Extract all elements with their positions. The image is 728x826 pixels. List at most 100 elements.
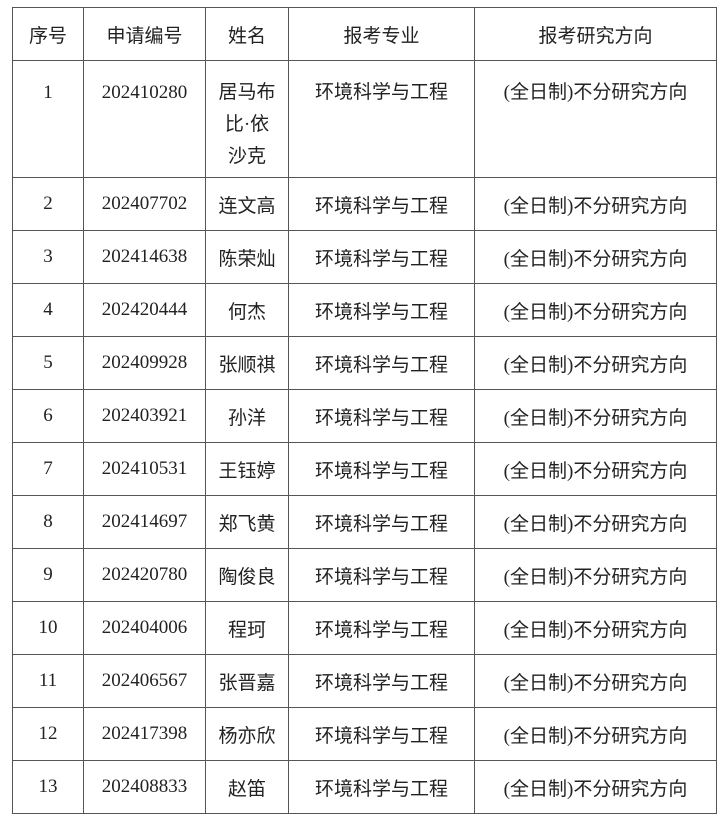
cell-text: 202420780 (101, 564, 188, 585)
cell-major: 环境科学与工程 (288, 707, 475, 761)
cell-text: 环境科学与工程 (314, 301, 448, 323)
cell-text: 202420444 (101, 299, 188, 320)
cell-id: 202408833 (83, 760, 206, 814)
cell-id: 202406567 (83, 654, 206, 708)
cell-name: 何杰 (205, 283, 289, 337)
cell-text: 202414697 (101, 511, 188, 532)
cell-name: 杨亦欣 (205, 707, 289, 761)
cell-id: 202410531 (83, 442, 206, 496)
cell-text: 环境科学与工程 (314, 513, 448, 535)
cell-text: 202408833 (101, 776, 188, 797)
cell-major: 环境科学与工程 (288, 230, 475, 284)
cell-direction: (全日制)不分研究方向 (474, 283, 717, 337)
cell-text: 6 (43, 405, 53, 426)
cell-text: 5 (43, 352, 53, 373)
cell-text: (全日制)不分研究方向 (503, 354, 688, 376)
cell-no: 8 (12, 495, 84, 549)
header-row: 序号 申请编号 姓名 报考专业 报考研究方向 (12, 7, 717, 61)
cell-id: 202414638 (83, 230, 206, 284)
cell-direction: (全日制)不分研究方向 (474, 60, 717, 178)
cell-id: 202407702 (83, 177, 206, 231)
cell-direction: (全日制)不分研究方向 (474, 495, 717, 549)
cell-direction: (全日制)不分研究方向 (474, 654, 717, 708)
cell-text: 7 (43, 458, 53, 479)
cell-no: 12 (12, 707, 84, 761)
cell-text: 11 (38, 670, 58, 691)
cell-text: (全日制)不分研究方向 (503, 725, 688, 747)
cell-name: 连文高 (205, 177, 289, 231)
cell-id: 202417398 (83, 707, 206, 761)
cell-text: 王钰婷 (218, 460, 276, 482)
admission-table: 序号 申请编号 姓名 报考专业 报考研究方向 1 202410280 居马布比·依沙… (12, 7, 717, 814)
cell-direction: (全日制)不分研究方向 (474, 389, 717, 443)
cell-text: 环境科学与工程 (314, 778, 448, 800)
cell-text: 程珂 (227, 619, 266, 641)
cell-major: 环境科学与工程 (288, 548, 475, 602)
cell-id: 202420444 (83, 283, 206, 337)
cell-no: 2 (12, 177, 84, 231)
cell-text: 202409928 (101, 352, 188, 373)
cell-text: (全日制)不分研究方向 (503, 460, 688, 482)
cell-id: 202420780 (83, 548, 206, 602)
cell-no: 9 (12, 548, 84, 602)
cell-direction: (全日制)不分研究方向 (474, 601, 717, 655)
cell-no: 6 (12, 389, 84, 443)
cell-text: 2 (43, 193, 53, 214)
cell-no: 3 (12, 230, 84, 284)
cell-text: (全日制)不分研究方向 (503, 248, 688, 270)
cell-major: 环境科学与工程 (288, 336, 475, 390)
cell-name: 陶俊良 (205, 548, 289, 602)
cell-id: 202403921 (83, 389, 206, 443)
header-major: 报考专业 (288, 7, 475, 61)
cell-text: 何杰 (227, 301, 266, 323)
cell-major: 环境科学与工程 (288, 283, 475, 337)
cell-text: 202414638 (101, 246, 188, 267)
header-no: 序号 (12, 7, 84, 61)
cell-text: 202407702 (101, 193, 188, 214)
cell-text: 居马布比·依沙克 (218, 82, 276, 167)
cell-text: 环境科学与工程 (314, 407, 448, 429)
cell-direction: (全日制)不分研究方向 (474, 548, 717, 602)
cell-direction: (全日制)不分研究方向 (474, 177, 717, 231)
cell-name: 王钰婷 (205, 442, 289, 496)
cell-text: (全日制)不分研究方向 (503, 566, 688, 588)
cell-id: 202414697 (83, 495, 206, 549)
cell-no: 5 (12, 336, 84, 390)
cell-text: 环境科学与工程 (314, 354, 448, 376)
cell-text: 9 (43, 564, 53, 585)
cell-text: 202406567 (101, 670, 188, 691)
cell-text: 孙洋 (227, 407, 266, 429)
cell-text: 环境科学与工程 (314, 725, 448, 747)
cell-text: 12 (38, 723, 58, 744)
cell-text: 202410531 (101, 458, 188, 479)
cell-text: 赵笛 (227, 778, 266, 800)
cell-text: 4 (43, 299, 53, 320)
cell-text: 郑飞黄 (218, 513, 276, 535)
cell-text: (全日制)不分研究方向 (503, 301, 688, 323)
cell-text: (全日制)不分研究方向 (503, 195, 688, 217)
cell-direction: (全日制)不分研究方向 (474, 707, 717, 761)
table-row: 1 202410280 居马布比·依沙克 环境科学与工程 (全日制)不分研究方向 (12, 60, 717, 178)
cell-major: 环境科学与工程 (288, 442, 475, 496)
cell-text: 3 (43, 246, 53, 267)
cell-text: 1 (43, 82, 53, 103)
table-row: 5 202409928 张顺祺 环境科学与工程 (全日制)不分研究方向 (12, 336, 717, 390)
cell-major: 环境科学与工程 (288, 60, 475, 178)
header-id: 申请编号 (83, 7, 206, 61)
header-name: 姓名 (205, 7, 289, 61)
cell-major: 环境科学与工程 (288, 495, 475, 549)
cell-text: 连文高 (218, 195, 276, 217)
table-row: 9 202420780 陶俊良 环境科学与工程 (全日制)不分研究方向 (12, 548, 717, 602)
table-row: 4 202420444 何杰 环境科学与工程 (全日制)不分研究方向 (12, 283, 717, 337)
cell-no: 4 (12, 283, 84, 337)
table-row: 8 202414697 郑飞黄 环境科学与工程 (全日制)不分研究方向 (12, 495, 717, 549)
cell-name: 居马布比·依沙克 (205, 60, 289, 178)
cell-major: 环境科学与工程 (288, 389, 475, 443)
cell-text: 8 (43, 511, 53, 532)
cell-major: 环境科学与工程 (288, 760, 475, 814)
cell-text: 环境科学与工程 (314, 619, 448, 641)
table-row: 12 202417398 杨亦欣 环境科学与工程 (全日制)不分研究方向 (12, 707, 717, 761)
cell-name: 孙洋 (205, 389, 289, 443)
cell-no: 13 (12, 760, 84, 814)
cell-text: (全日制)不分研究方向 (503, 672, 688, 694)
